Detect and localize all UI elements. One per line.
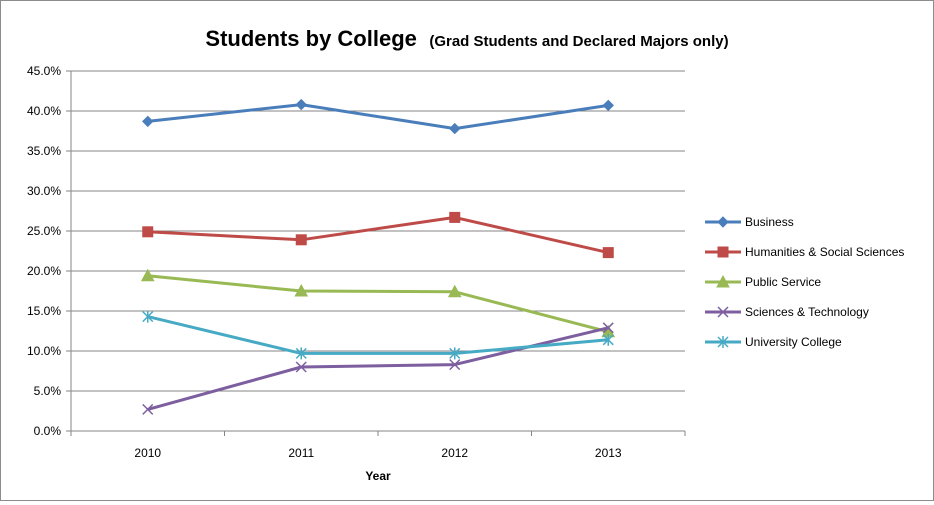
x-tick-label: 2013 xyxy=(595,446,622,460)
x-axis-title: Year xyxy=(365,469,391,483)
legend-label: Humanities & Social Sciences xyxy=(745,245,904,259)
series-public-service xyxy=(140,268,616,338)
series-sciences-technology xyxy=(142,322,614,415)
y-tick-label: 40.0% xyxy=(27,104,61,118)
data-series xyxy=(140,98,616,415)
data-point xyxy=(449,122,461,135)
data-point xyxy=(602,99,614,112)
y-tick-label: 10.0% xyxy=(27,344,61,358)
legend-marker xyxy=(717,306,729,318)
series-humanities-social-sciences xyxy=(142,211,614,259)
chart-title-main: Students by College xyxy=(205,26,416,51)
data-point xyxy=(602,322,614,334)
series-line xyxy=(147,274,609,334)
legend-entry: University College xyxy=(705,335,842,349)
y-tick-label: 25.0% xyxy=(27,224,61,238)
x-tick-label: 2010 xyxy=(134,446,161,460)
data-point xyxy=(294,283,309,297)
data-point xyxy=(142,115,154,128)
data-point xyxy=(447,284,462,298)
legend-label: University College xyxy=(745,335,842,349)
data-point xyxy=(449,359,461,371)
y-tick-label: 45.0% xyxy=(27,64,61,78)
legend-label: Sciences & Technology xyxy=(745,305,869,319)
y-tick-label: 20.0% xyxy=(27,264,61,278)
y-tick-label: 15.0% xyxy=(27,304,61,318)
legend-marker xyxy=(717,216,729,228)
axes: 0.0% 5.0% 10.0% 15.0% 20.0% 25.0% 30.0% 35.0% 40… xyxy=(27,64,686,460)
data-point xyxy=(295,234,307,246)
legend: Business Humanities & Social Sciences Publ… xyxy=(705,215,904,349)
legend-label: Business xyxy=(745,215,794,229)
y-tick-label: 5.0% xyxy=(34,384,62,398)
legend-marker xyxy=(716,274,730,288)
data-point xyxy=(449,211,461,223)
series-line xyxy=(147,326,609,411)
y-tick-label: 30.0% xyxy=(27,184,61,198)
gridlines xyxy=(71,70,685,432)
legend-marker xyxy=(717,246,729,258)
data-point xyxy=(142,226,154,238)
series-line xyxy=(147,315,609,355)
legend-entry: Business xyxy=(705,215,794,229)
chart-title-subtitle: (Grad Students and Declared Majors only) xyxy=(429,33,728,50)
y-tick-label: 35.0% xyxy=(27,144,61,158)
legend-entry: Humanities & Social Sciences xyxy=(705,245,904,259)
chart-title: Students by College (Grad Students and D… xyxy=(205,26,728,51)
data-point xyxy=(295,361,307,373)
data-point xyxy=(449,347,461,360)
series-university-college xyxy=(142,310,614,360)
data-point xyxy=(602,247,614,259)
legend-entry: Public Service xyxy=(705,274,821,289)
data-point xyxy=(142,310,154,323)
x-tick-label: 2012 xyxy=(441,446,468,460)
legend-label: Public Service xyxy=(745,275,821,289)
series-business xyxy=(142,98,614,135)
legend-marker xyxy=(717,336,729,348)
series-line xyxy=(147,103,609,131)
data-point xyxy=(295,98,307,111)
legend-entry: Sciences & Technology xyxy=(705,305,869,319)
data-point xyxy=(140,268,155,282)
series-line xyxy=(147,215,609,255)
x-tick-label: 2011 xyxy=(288,446,314,460)
data-point xyxy=(602,333,614,346)
data-point xyxy=(295,347,307,360)
data-point xyxy=(142,403,154,415)
y-tick-label: 0.0% xyxy=(34,424,62,438)
